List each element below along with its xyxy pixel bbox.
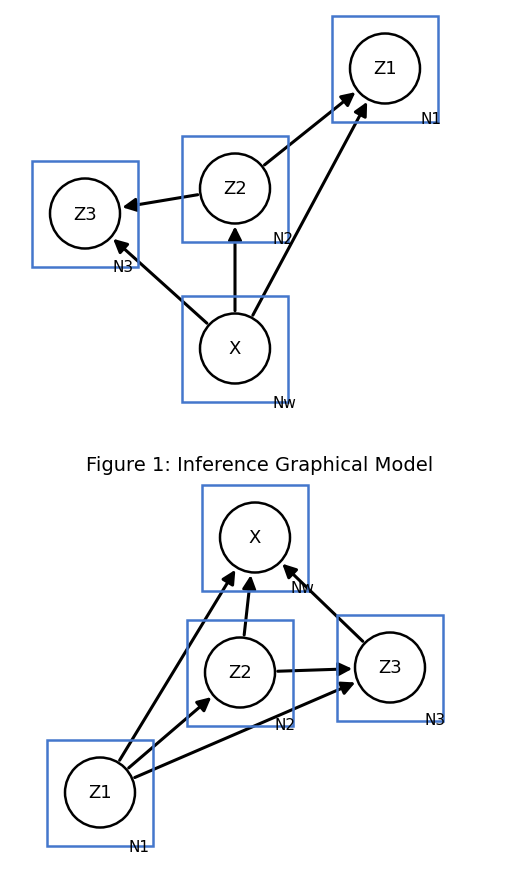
Circle shape	[350, 34, 420, 104]
Bar	[337, 615, 443, 721]
Text: Z1: Z1	[373, 61, 397, 78]
Text: N2: N2	[272, 232, 293, 247]
Text: Z1: Z1	[88, 784, 112, 802]
Circle shape	[220, 503, 290, 573]
Circle shape	[200, 314, 270, 384]
Bar	[187, 620, 293, 725]
Text: N1: N1	[128, 839, 149, 854]
Text: N2: N2	[275, 717, 296, 732]
Text: Z3: Z3	[73, 205, 97, 224]
Text: N3: N3	[425, 713, 446, 728]
Bar	[32, 161, 138, 267]
Text: X: X	[249, 529, 261, 547]
Text: Figure 1: Inference Graphical Model: Figure 1: Inference Graphical Model	[86, 455, 434, 474]
Bar	[332, 17, 438, 123]
Bar	[182, 136, 288, 242]
Circle shape	[355, 633, 425, 702]
Text: Z2: Z2	[223, 181, 247, 198]
Bar	[202, 485, 308, 591]
Bar	[182, 296, 288, 402]
Text: Z2: Z2	[228, 664, 252, 681]
Text: X: X	[229, 340, 241, 358]
Circle shape	[200, 154, 270, 225]
Text: Z3: Z3	[378, 659, 402, 677]
Circle shape	[205, 638, 275, 708]
Circle shape	[65, 758, 135, 828]
Text: N3: N3	[112, 260, 133, 275]
Text: Nw: Nw	[290, 581, 314, 595]
Text: Nw: Nw	[272, 396, 296, 411]
Text: N1: N1	[420, 112, 441, 127]
Circle shape	[50, 179, 120, 249]
Bar	[47, 739, 153, 845]
